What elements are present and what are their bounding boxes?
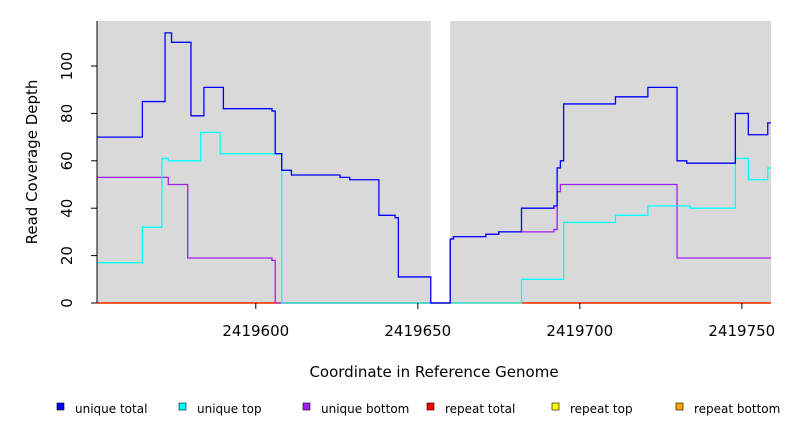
y-tick-label: 100 xyxy=(58,52,76,81)
legend-item-repeat-bottom: repeat bottom xyxy=(675,402,780,416)
legend-swatch xyxy=(426,402,435,411)
legend-item-unique-total: unique total xyxy=(56,402,147,416)
legend-swatch xyxy=(551,402,560,411)
series-line-unique-total xyxy=(97,32,771,304)
legend-label: unique bottom xyxy=(321,402,409,416)
legend-swatch xyxy=(302,402,311,411)
y-tick-label: 80 xyxy=(58,104,76,123)
legend: unique total unique top unique bottom repea… xyxy=(56,402,780,416)
y-tick-label: 40 xyxy=(58,199,76,218)
legend-item-unique-bottom: unique bottom xyxy=(302,402,409,416)
x-tick-label: 2419750 xyxy=(708,322,775,340)
y-tick-label: 0 xyxy=(58,298,76,308)
legend-label: repeat top xyxy=(570,402,633,416)
x-tick-label: 2419650 xyxy=(384,322,451,340)
x-axis-label: Coordinate in Reference Genome xyxy=(309,363,558,381)
legend-label: unique total xyxy=(75,402,147,416)
legend-label: repeat total xyxy=(445,402,515,416)
legend-swatch xyxy=(675,402,684,411)
legend-item-unique-top: unique top xyxy=(178,402,262,416)
x-tick-label: 2419700 xyxy=(546,322,613,340)
legend-swatch xyxy=(178,402,187,411)
x-tick-label: 2419600 xyxy=(222,322,289,340)
legend-label: repeat bottom xyxy=(694,402,780,416)
legend-item-repeat-top: repeat top xyxy=(551,402,633,416)
legend-swatch xyxy=(56,402,65,411)
legend-item-repeat-total: repeat total xyxy=(426,402,515,416)
coverage-gap xyxy=(430,21,451,303)
series-line-unique-top xyxy=(97,131,771,304)
y-tick-label: 20 xyxy=(58,246,76,265)
y-axis-label: Read Coverage Depth xyxy=(23,80,41,245)
legend-label: unique top xyxy=(197,402,262,416)
y-tick-label: 60 xyxy=(58,151,76,170)
